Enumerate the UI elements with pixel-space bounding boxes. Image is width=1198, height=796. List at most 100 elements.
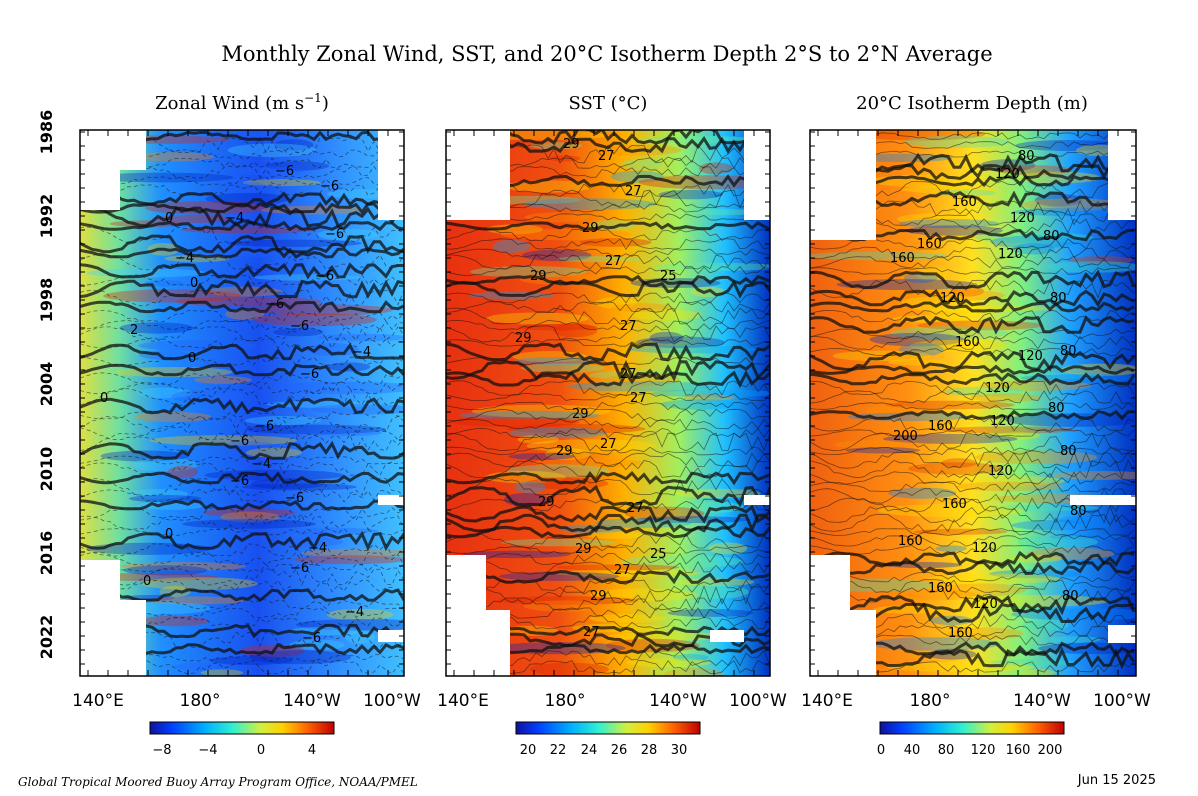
contour-label: 160: [890, 251, 915, 266]
contour-line: [810, 459, 1135, 479]
contour-label: 160: [917, 237, 942, 252]
heatmap-band: [206, 286, 283, 297]
heatmap-band: [92, 172, 234, 183]
contour-label: −6: [320, 179, 339, 194]
heatmap-band: [1052, 471, 1136, 480]
contour-label: 80: [1062, 589, 1079, 604]
lon-label: 140°W: [1013, 691, 1071, 711]
colorbar-tick: 120: [971, 743, 996, 758]
contour-line: [810, 587, 1135, 603]
contour-line: [446, 560, 770, 575]
heatmap-band: [1016, 171, 1101, 184]
heatmap-band: [1058, 515, 1108, 524]
heatmap-band: [522, 249, 592, 262]
contour-label: 0: [165, 211, 173, 226]
contour-label: 27: [625, 184, 642, 199]
contour-line: [810, 535, 1135, 547]
contour-line: [446, 274, 770, 286]
contour-line: [80, 462, 404, 476]
heatmap-band: [974, 450, 1098, 465]
heatmap-band: [631, 309, 702, 321]
heatmap-band: [253, 313, 377, 327]
contours-wind: [80, 130, 404, 676]
contour-label: 0: [190, 276, 198, 291]
contour-line: [80, 184, 404, 196]
heatmap-band: [134, 411, 212, 423]
contour-label: 120: [940, 291, 965, 306]
contour-line: [810, 390, 1135, 404]
heatmap-band: [940, 426, 1078, 434]
colorbar-tick: 20: [520, 743, 537, 758]
contour-line: [446, 460, 770, 478]
contour-line: [810, 571, 1135, 583]
contour-label: 120: [998, 247, 1023, 262]
heatmap-band: [227, 143, 317, 157]
heatmap-band: [974, 476, 1065, 486]
contour-line: [810, 429, 1135, 437]
contour-label: 29: [575, 542, 592, 557]
contour-line: [446, 446, 770, 456]
heatmap-band: [241, 483, 357, 491]
contour-line: [80, 432, 404, 452]
lon-label: 140°E: [72, 691, 124, 711]
contour-label: 27: [598, 149, 615, 164]
contour-line: [810, 471, 1135, 485]
colorbar-tick: 26: [611, 743, 628, 758]
contour-label: 80: [1048, 401, 1065, 416]
contour-label: −6: [285, 491, 304, 506]
heatmap-band: [526, 439, 658, 453]
contour-line: [80, 588, 404, 603]
heatmap-band: [556, 564, 680, 571]
contour-label: −6: [300, 367, 319, 382]
contour-label: 27: [605, 254, 622, 269]
heatmap-band: [667, 609, 754, 617]
contours-sst: [446, 130, 770, 676]
heatmap-band: [516, 323, 598, 331]
heatmap-band: [913, 528, 1008, 535]
missing-data-sst: [446, 555, 486, 676]
contour-line: [446, 498, 770, 512]
heatmap-band: [638, 175, 770, 190]
contour-line: [80, 440, 404, 460]
contour-line: [80, 563, 404, 573]
missing-data-sst: [486, 610, 510, 676]
contour-line: [80, 319, 404, 331]
contour-line: [810, 594, 1136, 616]
heatmap-band: [501, 538, 617, 547]
contour-line: [80, 220, 404, 232]
heatmap-band: [997, 431, 1041, 440]
heatmap-band: [171, 389, 244, 404]
contour-line: [80, 507, 404, 521]
heatmap-band: [136, 387, 192, 399]
heatmap-band: [660, 399, 743, 410]
frame-depth: [809, 129, 1137, 677]
colorbar-tick: 0: [257, 743, 265, 758]
contour-label: −6: [325, 227, 344, 242]
heatmap-band: [149, 435, 298, 446]
heatmap-band: [209, 656, 293, 666]
heatmap-band: [200, 669, 244, 676]
contour-line: [810, 402, 1135, 410]
contour-line: [446, 504, 770, 524]
heatmap-band: [273, 327, 324, 337]
contour-label: 27: [614, 563, 631, 578]
contour-line: [810, 513, 1135, 533]
heatmap-band: [1019, 669, 1056, 676]
contour-label: 2: [130, 323, 138, 338]
contour-label: −4: [345, 605, 364, 620]
heatmap-band: [1049, 636, 1101, 643]
missing-data-wind: [378, 495, 404, 505]
missing-data-wind: [378, 130, 404, 220]
heatmap-band: [140, 577, 258, 590]
contour-label: 80: [1060, 444, 1077, 459]
contour-line: [446, 401, 770, 411]
colorbar-tick: 30: [671, 743, 688, 758]
contour-line: [446, 513, 770, 534]
heatmap-band: [636, 336, 725, 349]
lon-label: 140°E: [437, 691, 489, 711]
contour-line: [80, 477, 404, 497]
contour-line: [446, 300, 770, 313]
missing-data-depth: [810, 130, 876, 240]
contour-line: [446, 266, 770, 276]
contour-line: [80, 274, 404, 286]
